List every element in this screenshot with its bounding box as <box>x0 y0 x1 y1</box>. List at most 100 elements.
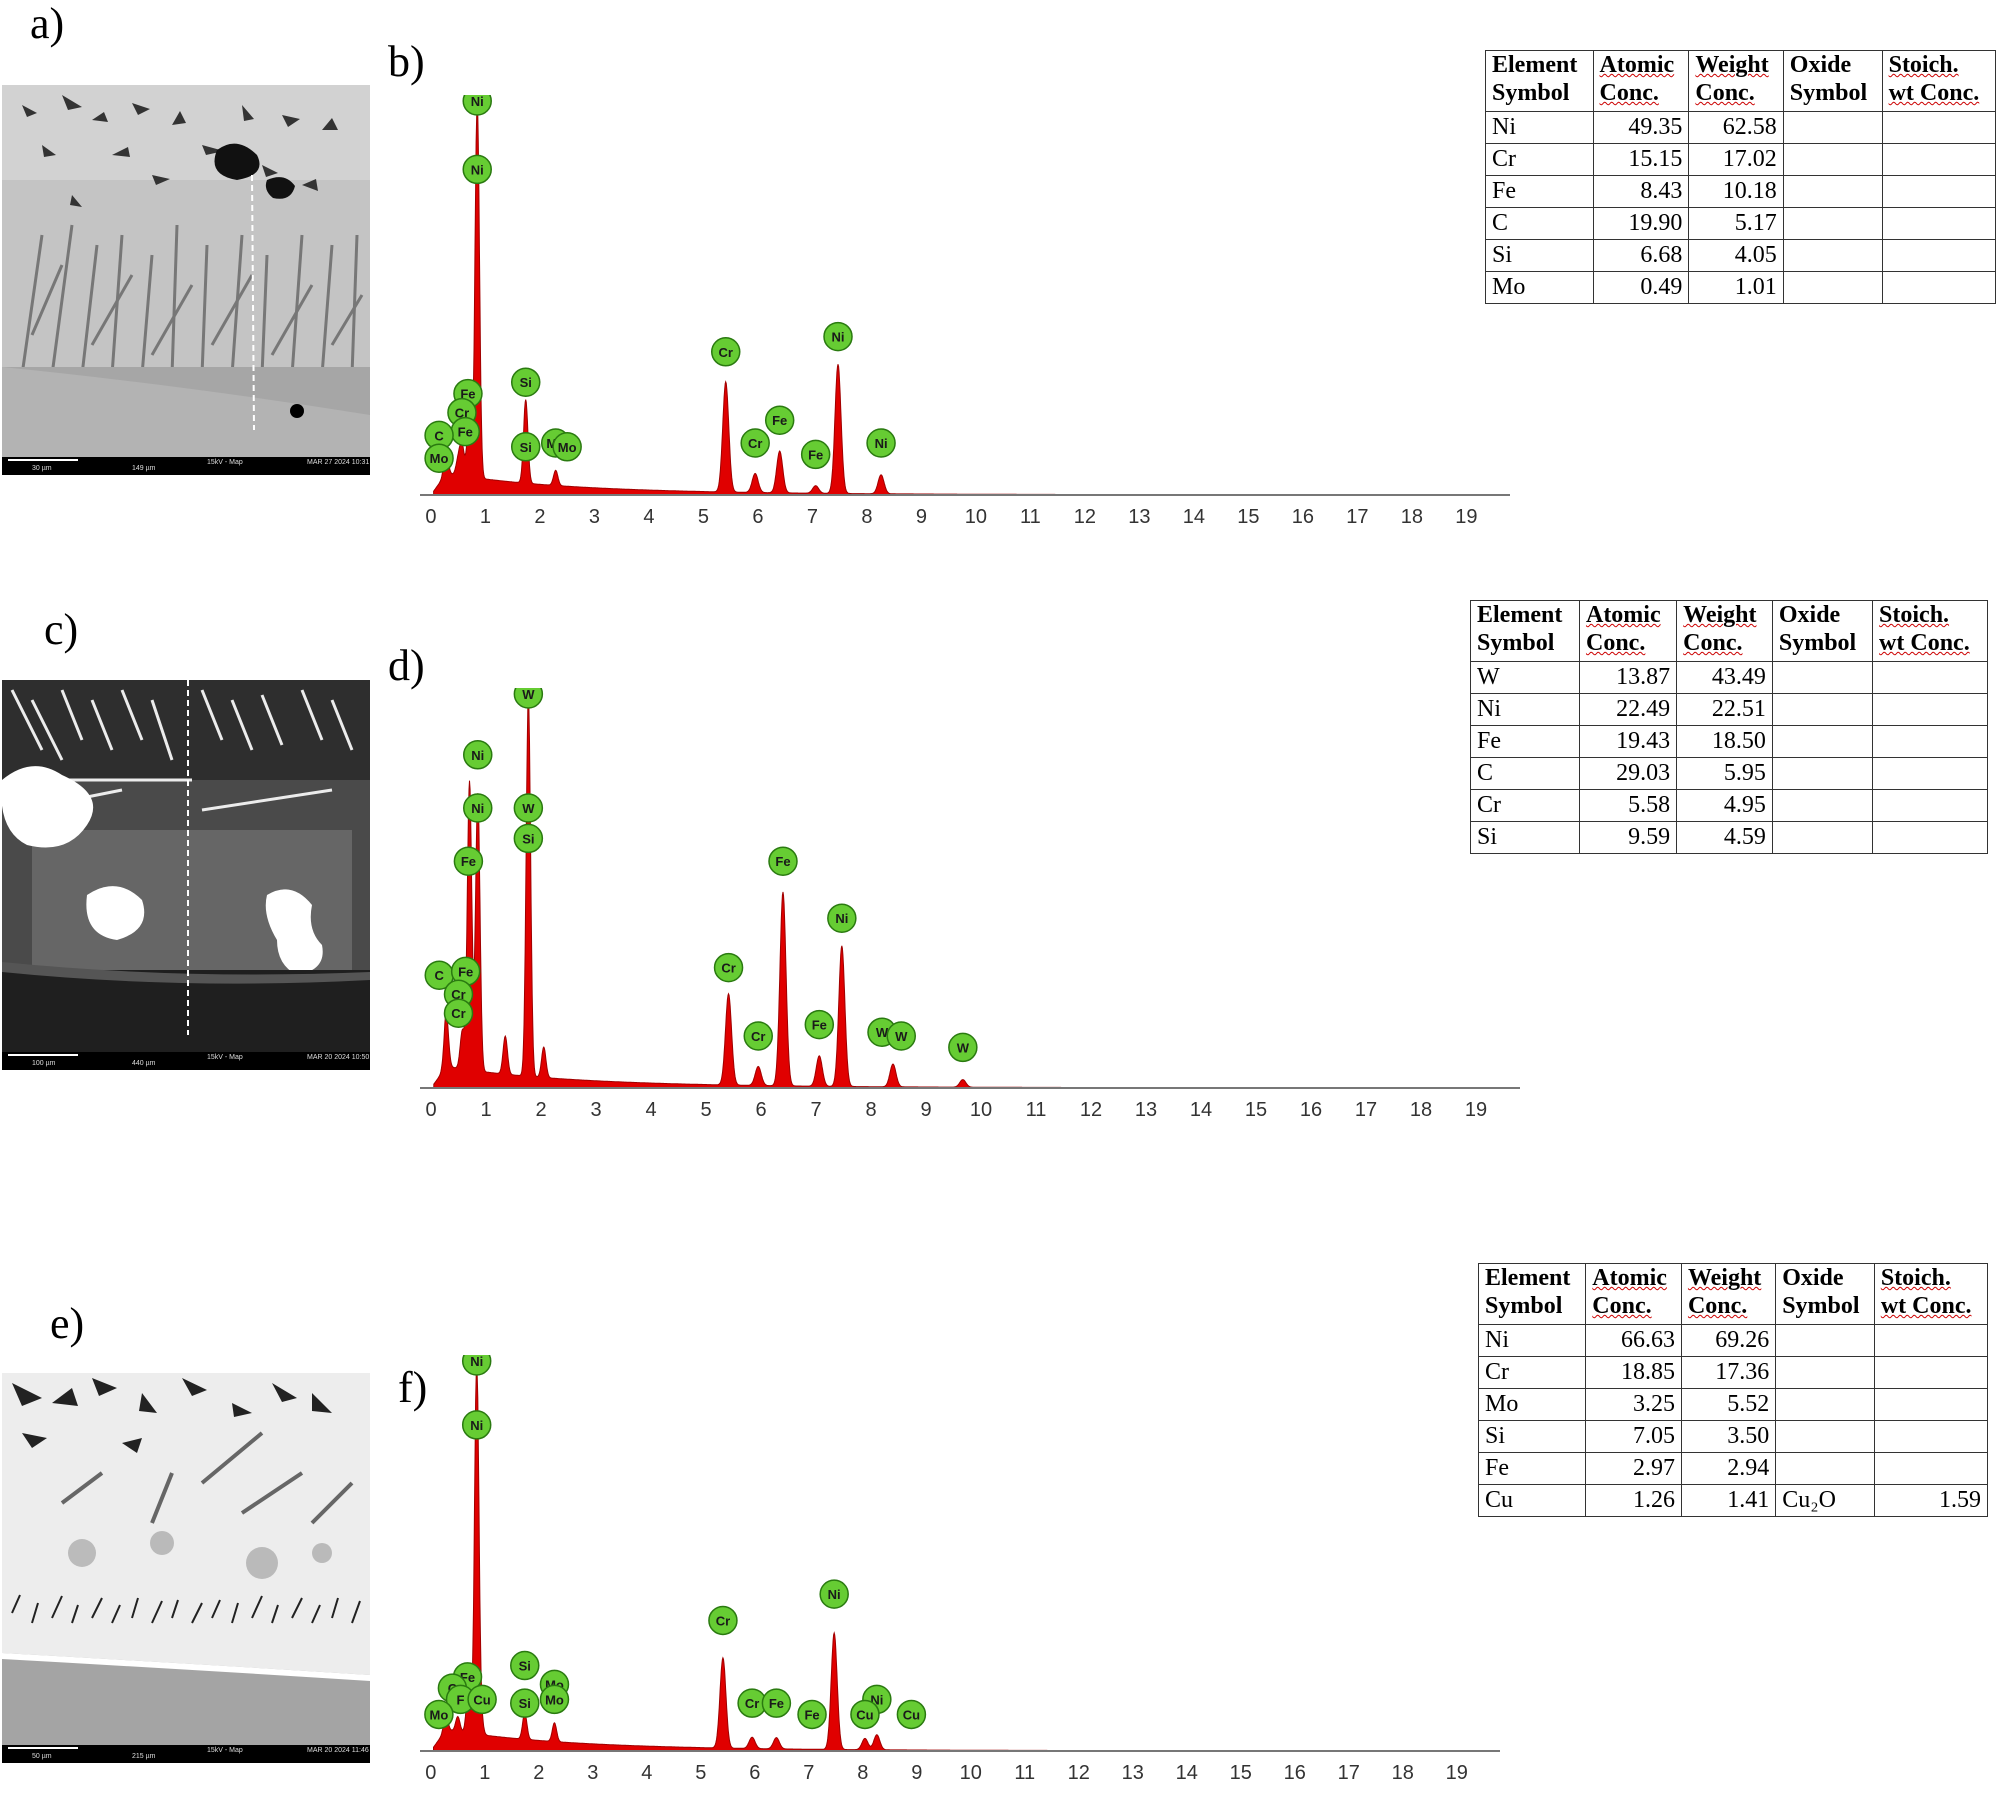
mode-label: 15kV - Map <box>207 1054 243 1061</box>
table-cell: 18.85 <box>1585 1356 1682 1389</box>
x-tick-label: 0 <box>425 1099 436 1121</box>
mode-label: 15kV - Map <box>207 459 243 466</box>
element-marker: C <box>424 420 454 451</box>
svg-text:Cu: Cu <box>856 1707 873 1722</box>
x-tick-label: 17 <box>1346 506 1368 528</box>
svg-text:Mo: Mo <box>545 1692 564 1707</box>
table-cell <box>1881 207 1997 240</box>
element-marker: Ni <box>823 321 853 352</box>
table-header-text: wt Conc. <box>1888 80 1980 106</box>
table-header-text: Symbol <box>1477 630 1555 656</box>
svg-text:Cr: Cr <box>721 961 735 976</box>
x-tick-label: 2 <box>534 506 545 528</box>
svg-text:Mo: Mo <box>430 1707 449 1722</box>
table-header-cell: Weight Conc. <box>1688 50 1784 112</box>
table-cell <box>1782 271 1883 304</box>
x-tick-label: 3 <box>587 1762 598 1784</box>
svg-text:W: W <box>957 1040 970 1055</box>
x-tick-label: 11 <box>1026 1099 1047 1121</box>
x-tick-label: 8 <box>861 506 872 528</box>
table-cell: Si <box>1485 239 1594 272</box>
svg-text:Cr: Cr <box>451 1006 465 1021</box>
table-row: Mo 3.25 5.52 <box>1477 1388 1989 1421</box>
svg-text:Si: Si <box>520 440 532 455</box>
spectrum-area <box>433 114 1510 496</box>
table-cell: 2.94 <box>1680 1452 1777 1485</box>
svg-text:Ni: Ni <box>832 330 845 345</box>
table-cell: 1.01 <box>1688 271 1784 304</box>
element-marker: Mo <box>424 1699 454 1730</box>
table-header-text: Weight <box>1687 1265 1762 1291</box>
x-tick-label: 16 <box>1300 1099 1322 1121</box>
table-cell <box>1881 175 1997 208</box>
x-tick-label: 13 <box>1135 1099 1157 1121</box>
table-cell: 1.41 <box>1680 1484 1777 1517</box>
x-tick-label: 4 <box>645 1099 656 1121</box>
table-cell: 3.25 <box>1585 1388 1682 1421</box>
table-cell: 22.51 <box>1676 693 1773 726</box>
table-cell: 5.58 <box>1578 789 1678 822</box>
svg-text:Si: Si <box>520 375 532 390</box>
x-tick-label: 9 <box>916 506 927 528</box>
hfw-label: 149 µm <box>132 465 156 472</box>
x-tick-label: 9 <box>911 1762 922 1784</box>
svg-text:Fe: Fe <box>458 425 473 440</box>
x-tick-label: 15 <box>1245 1099 1267 1121</box>
table-cell: Cr <box>1477 1356 1587 1389</box>
table-row: Ni 66.63 69.26 <box>1477 1324 1989 1357</box>
x-tick-label: 9 <box>920 1099 931 1121</box>
x-tick-label: 12 <box>1068 1762 1090 1784</box>
x-tick-label: 6 <box>752 506 763 528</box>
table-cell <box>1881 143 1997 176</box>
table-cell <box>1873 1388 1989 1421</box>
element-marker: Fe <box>450 956 481 987</box>
table-row: Mo 0.49 1.01 <box>1485 271 1997 304</box>
table-cell <box>1782 175 1883 208</box>
element-marker: Fe <box>768 846 798 876</box>
table-cell: 5.95 <box>1676 757 1773 790</box>
element-marker: Fe <box>761 1688 792 1718</box>
table-cell: 7.05 <box>1585 1420 1682 1453</box>
table-header-text: Weight <box>1695 52 1769 78</box>
table-row: Cu 1.26 1.41 Cu₂O 1.59 <box>1477 1484 1989 1517</box>
table-cell: Cu <box>1477 1484 1587 1517</box>
x-tick-label: 12 <box>1074 506 1096 528</box>
x-tick-label: 2 <box>535 1099 546 1121</box>
table-cell <box>1872 757 1988 790</box>
x-tick-label: 4 <box>641 1762 652 1784</box>
table-cell <box>1873 1324 1989 1357</box>
table-cell: 19.43 <box>1578 725 1678 758</box>
svg-text:Fe: Fe <box>461 854 476 869</box>
element-marker: Cr <box>737 1688 767 1718</box>
table-header-text: Stoich. <box>1879 602 1950 628</box>
table-header-row: Element Symbol Atomic Conc. Weight Conc. Oxide… <box>1485 50 1997 112</box>
element-marker: W <box>513 688 544 709</box>
table-cell: 19.90 <box>1592 207 1690 240</box>
svg-text:W: W <box>522 801 535 816</box>
x-tick-label: 5 <box>695 1762 706 1784</box>
table-row: Fe 2.97 2.94 <box>1477 1452 1989 1485</box>
svg-text:Ni: Ni <box>470 1418 483 1433</box>
table-cell <box>1775 1452 1875 1485</box>
element-marker: Ni <box>462 95 492 116</box>
svg-text:Si: Si <box>519 1659 531 1674</box>
table-header-cell: Atomic Conc. <box>1585 1263 1682 1325</box>
table-header-text: Symbol <box>1492 80 1570 106</box>
x-tick-label: 14 <box>1176 1762 1198 1784</box>
table-cell: Cr <box>1470 789 1580 822</box>
table-cell <box>1782 111 1883 144</box>
svg-text:Fe: Fe <box>460 387 475 402</box>
table-cell: C <box>1470 757 1580 790</box>
x-tick-label: 14 <box>1183 506 1205 528</box>
svg-text:Fe: Fe <box>769 1696 784 1711</box>
svg-text:Ni: Ni <box>471 95 484 109</box>
table-header-text: Conc. <box>1592 1293 1652 1319</box>
table-cell: 13.87 <box>1578 661 1678 694</box>
x-tick-label: 16 <box>1292 506 1314 528</box>
table-header-text: Symbol <box>1782 1293 1860 1319</box>
date-label: MAR 27 2024 10:31 <box>307 459 370 466</box>
eds-spectrum-b: 0 1 2 3 4 5 6 7 8 9 10 11 12 13 14 15 16 17 18 19NiNiFeCrFe… <box>420 95 1510 528</box>
element-marker: W <box>948 1032 978 1063</box>
table-row: Si 6.68 4.05 <box>1485 239 1997 272</box>
table-cell: 0.49 <box>1592 271 1690 304</box>
